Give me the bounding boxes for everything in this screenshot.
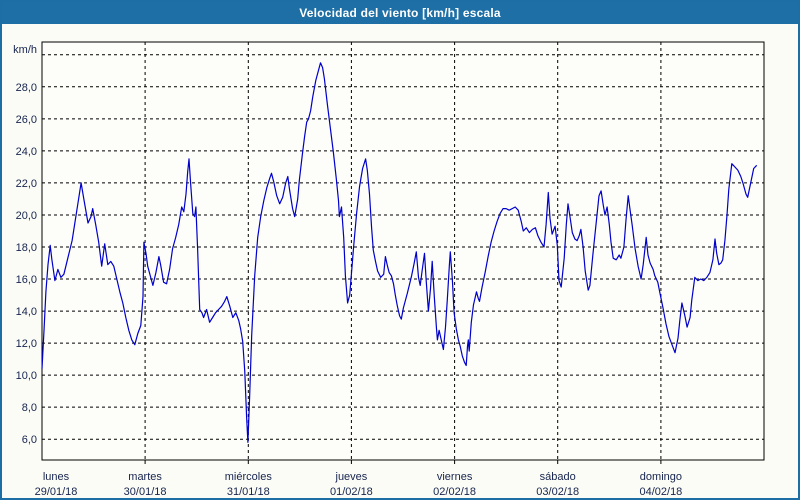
x-axis-day-label: domingo — [640, 471, 682, 483]
x-axis-date-label: 31/01/18 — [227, 486, 270, 498]
x-axis-date-label: 30/01/18 — [124, 486, 167, 498]
x-axis-day-label: miércoles — [225, 471, 273, 483]
y-axis-unit-label: km/h — [13, 44, 37, 56]
x-axis-day-label: martes — [128, 471, 162, 483]
chart-title-bar: Velocidad del viento [km/h] escala — [2, 2, 798, 24]
y-axis-tick-label: 26,0 — [16, 114, 37, 126]
x-axis-day-label: sábado — [540, 471, 576, 483]
y-axis-tick-label: 6,0 — [22, 434, 37, 446]
y-axis-tick-label: 16,0 — [16, 274, 37, 286]
plot-border — [41, 41, 765, 461]
x-axis-day-label: viernes — [437, 471, 473, 483]
y-axis-tick-label: 8,0 — [22, 402, 37, 414]
x-axis-day-label: lunes — [43, 471, 70, 483]
x-axis-date-label: 03/02/18 — [536, 486, 579, 498]
y-axis-tick-label: 14,0 — [16, 306, 37, 318]
y-axis-tick-label: 28,0 — [16, 82, 37, 94]
x-axis-date-label: 02/02/18 — [433, 486, 476, 498]
wind-speed-series-line — [41, 62, 758, 443]
x-axis-date-label: 29/01/18 — [35, 486, 78, 498]
x-axis-day-label: jueves — [335, 471, 368, 483]
y-axis-tick-label: 18,0 — [16, 242, 37, 254]
y-axis-tick-label: 24,0 — [16, 146, 37, 158]
chart-title: Velocidad del viento [km/h] escala — [299, 6, 501, 20]
x-axis-date-label: 01/02/18 — [330, 486, 373, 498]
y-axis-tick-label: 20,0 — [16, 210, 37, 222]
plot-area — [42, 42, 764, 460]
y-axis-tick-label: 10,0 — [16, 370, 37, 382]
y-axis-tick-label: 12,0 — [16, 338, 37, 350]
x-axis-date-label: 04/02/18 — [639, 486, 682, 498]
y-axis-tick-label: 22,0 — [16, 178, 37, 190]
